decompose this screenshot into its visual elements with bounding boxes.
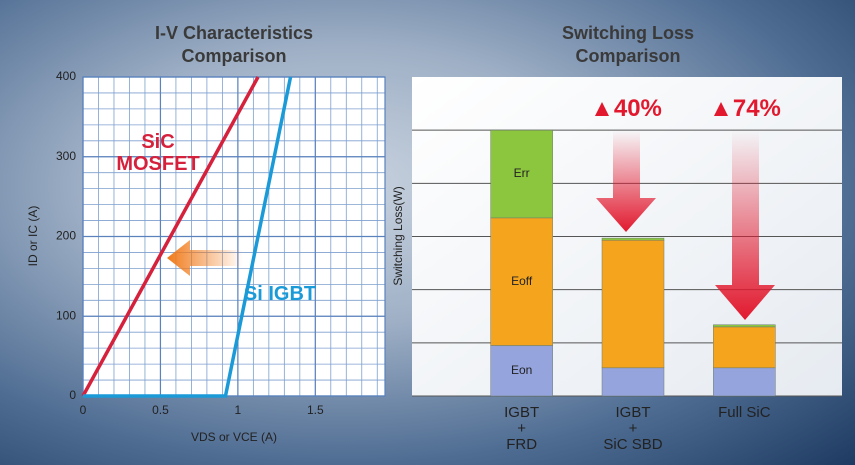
annotation: ▲74% <box>695 95 795 123</box>
chart-title: Switching Loss Comparison <box>513 22 743 68</box>
y-axis-label: Switching Loss(W) <box>391 186 405 285</box>
y-tick-label: 200 <box>56 229 76 243</box>
y-tick-label: 400 <box>56 69 76 83</box>
x-tick-label: Full SiC <box>694 405 794 421</box>
bar-segment <box>602 368 664 396</box>
chart-title: I-V Characteristics Comparison <box>119 22 349 68</box>
x-tick-label: 1 <box>235 403 242 417</box>
x-tick-label: IGBT + SiC SBD <box>583 405 683 453</box>
segment-label: Eon <box>511 363 532 377</box>
y-axis-label: ID or IC (A) <box>26 206 40 267</box>
x-axis-label: VDS or VCE (A) <box>191 430 277 444</box>
y-tick-label: 0 <box>69 388 76 402</box>
x-tick-label: 0.5 <box>152 403 169 417</box>
x-tick-label: IGBT + FRD <box>472 405 572 453</box>
page: Eon Eoff Err VDS or VCE (A) ID or IC (A) S… <box>0 0 855 465</box>
bar-segment <box>602 238 664 240</box>
bar-segment <box>713 368 775 396</box>
x-tick-label: 1.5 <box>307 403 324 417</box>
annotation: ▲40% <box>576 95 676 123</box>
y-tick-label: 100 <box>56 308 76 322</box>
y-tick-label: 300 <box>56 149 76 163</box>
chart: Eon Eoff Err VDS or VCE (A) ID or IC (A) S… <box>0 0 855 465</box>
segment-label: Eoff <box>511 274 533 288</box>
bar-segment <box>602 240 664 368</box>
series-label: SiC MOSFET <box>98 131 218 175</box>
series-label: Si IGBT <box>240 283 320 305</box>
x-tick-label: 0 <box>80 403 87 417</box>
bar-segment <box>713 327 775 368</box>
bar-segment <box>713 325 775 327</box>
segment-label: Err <box>514 166 530 180</box>
